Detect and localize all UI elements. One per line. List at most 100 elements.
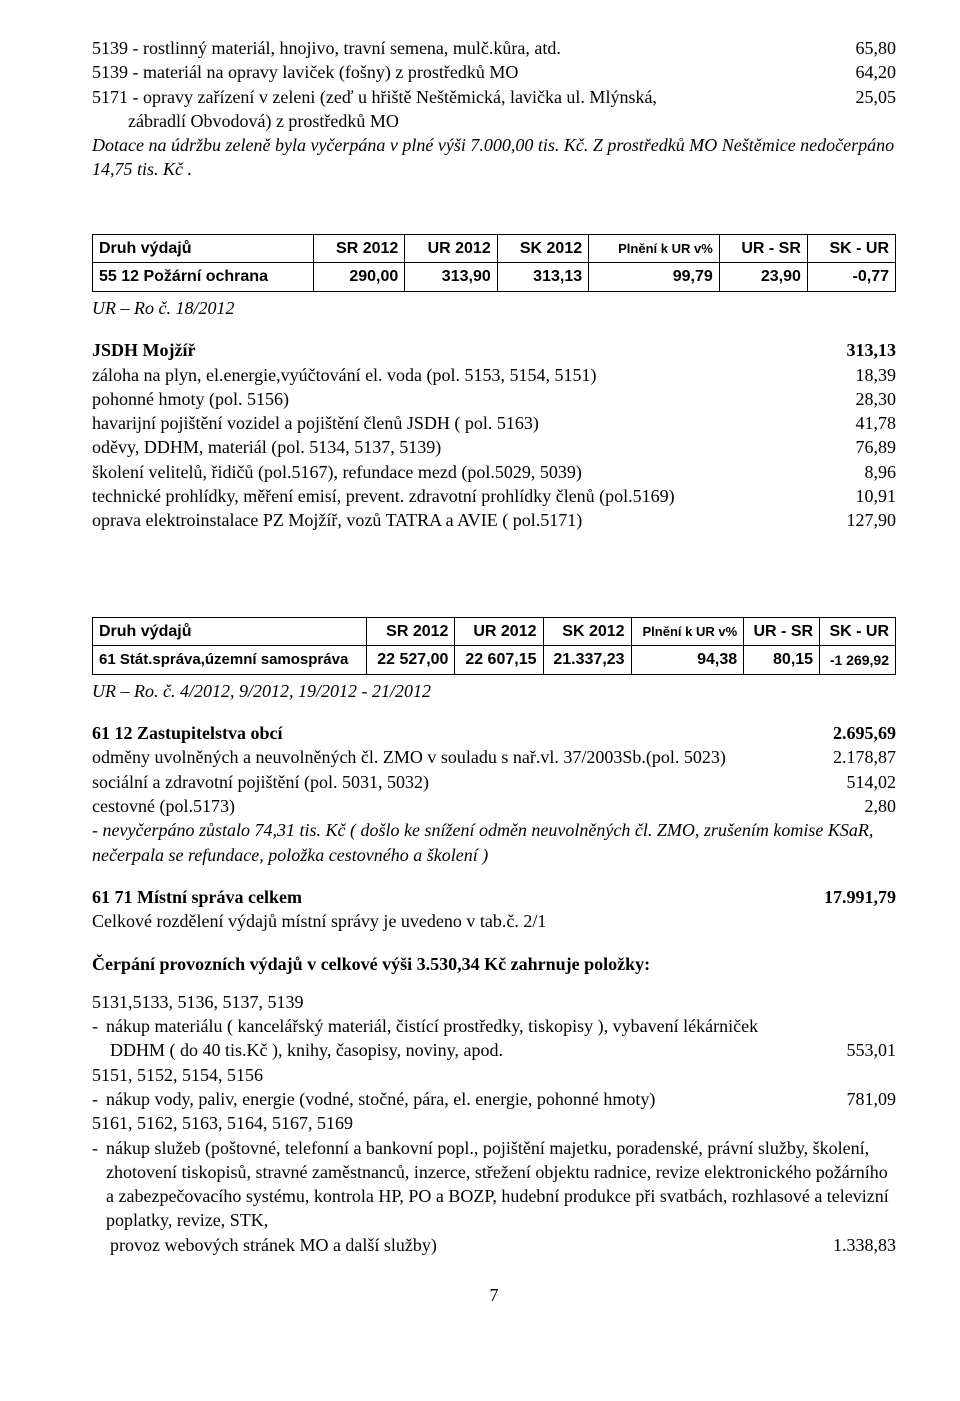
text: - nákup vody, paliv, energie (vodné, sto… bbox=[92, 1087, 847, 1111]
line: sociální a zdravotní pojištění (pol. 503… bbox=[92, 770, 896, 794]
cell: 61 Stát.správa,územní samospráva bbox=[93, 646, 367, 675]
cell: 80,15 bbox=[744, 646, 820, 675]
table-row: 55 12 Požární ochrana 290,00 313,90 313,… bbox=[93, 263, 896, 292]
table-header-row: Druh výdajů SR 2012 UR 2012 SK 2012 Plně… bbox=[93, 234, 896, 263]
value: 313,13 bbox=[847, 338, 897, 362]
text: Celkové rozdělení výdajů místní správy j… bbox=[92, 909, 896, 933]
line: 5139 - materiál na opravy laviček (fošny… bbox=[92, 60, 896, 84]
value: 2.695,69 bbox=[833, 721, 896, 745]
text: cestovné (pol.5173) bbox=[92, 794, 865, 818]
text: 61 12 Zastupitelstva obcí bbox=[92, 721, 833, 745]
line: odměny uvolněných a neuvolněných čl. ZMO… bbox=[92, 745, 896, 769]
text: školení velitelů, řidičů (pol.5167), ref… bbox=[92, 460, 865, 484]
text: 5139 - rostlinný materiál, hnojivo, trav… bbox=[92, 36, 856, 60]
text: nákup služeb (poštovné, telefonní a bank… bbox=[106, 1136, 896, 1233]
value: 127,90 bbox=[847, 508, 897, 532]
group-5151: 5151, 5152, 5154, 5156 - nákup vody, pal… bbox=[92, 1063, 896, 1112]
value: 17.991,79 bbox=[824, 885, 896, 909]
dash-icon: - bbox=[92, 1014, 106, 1038]
note-italic: Dotace na údržbu zeleně byla vyčerpána v… bbox=[92, 133, 896, 182]
col-sr: SR 2012 bbox=[367, 617, 455, 646]
value: 553,01 bbox=[847, 1038, 897, 1062]
value: 28,30 bbox=[856, 387, 897, 411]
line: oprava elektroinstalace PZ Mojžíř, vozů … bbox=[92, 508, 896, 532]
section-6171: 61 71 Místní správa celkem 17.991,79 Cel… bbox=[92, 885, 896, 934]
section-title: 61 71 Místní správa celkem 17.991,79 bbox=[92, 885, 896, 909]
cell: 290,00 bbox=[313, 263, 404, 292]
text: 5171 - opravy zařízení v zeleni (zeď u h… bbox=[92, 85, 856, 109]
table-row: 61 Stát.správa,územní samospráva 22 527,… bbox=[93, 646, 896, 675]
line: technické prohlídky, měření emisí, preve… bbox=[92, 484, 896, 508]
value: 41,78 bbox=[856, 411, 897, 435]
text: DDHM ( do 40 tis.Kč ), knihy, časopisy, … bbox=[92, 1038, 847, 1062]
cell: 21.337,23 bbox=[543, 646, 631, 675]
col-sk: SK 2012 bbox=[497, 234, 588, 263]
text: technické prohlídky, měření emisí, preve… bbox=[92, 484, 856, 508]
table-pozarni-ochrana: Druh výdajů SR 2012 UR 2012 SK 2012 Plně… bbox=[92, 234, 896, 292]
text: oděvy, DDHM, materiál (pol. 5134, 5137, … bbox=[92, 435, 856, 459]
value: 65,80 bbox=[856, 36, 897, 60]
cell: 23,90 bbox=[719, 263, 807, 292]
table-header-row: Druh výdajů SR 2012 UR 2012 SK 2012 Plně… bbox=[93, 617, 896, 646]
text: 5139 - materiál na opravy laviček (fošny… bbox=[92, 60, 856, 84]
table-stat-sprava: Druh výdajů SR 2012 UR 2012 SK 2012 Plně… bbox=[92, 617, 896, 675]
cell: -1 269,92 bbox=[820, 646, 896, 675]
section-6112: 61 12 Zastupitelstva obcí 2.695,69 odměn… bbox=[92, 721, 896, 867]
cell: 22 607,15 bbox=[455, 646, 543, 675]
text: sociální a zdravotní pojištění (pol. 503… bbox=[92, 770, 847, 794]
value: 10,91 bbox=[856, 484, 897, 508]
cell: -0,77 bbox=[807, 263, 895, 292]
dash-icon: - bbox=[92, 1087, 106, 1111]
list-item: - nákup služeb (poštovné, telefonní a ba… bbox=[92, 1136, 896, 1233]
value: 18,39 bbox=[856, 363, 897, 387]
text: odměny uvolněných a neuvolněných čl. ZMO… bbox=[92, 745, 833, 769]
line: pohonné hmoty (pol. 5156)28,30 bbox=[92, 387, 896, 411]
col-druh: Druh výdajů bbox=[93, 234, 314, 263]
line: - nákup vody, paliv, energie (vodné, sto… bbox=[92, 1087, 896, 1111]
col-ur-sr: UR - SR bbox=[719, 234, 807, 263]
text: pohonné hmoty (pol. 5156) bbox=[92, 387, 856, 411]
col-plneni: Plnění k UR v% bbox=[631, 617, 744, 646]
line: zábradlí Obvodová) z prostředků MO bbox=[92, 109, 896, 133]
col-plneni: Plnění k UR v% bbox=[589, 234, 720, 263]
list-item: - nákup materiálu ( kancelářský materiál… bbox=[92, 1014, 896, 1038]
table1-note: UR – Ro č. 18/2012 bbox=[92, 296, 896, 320]
text: oprava elektroinstalace PZ Mojžíř, vozů … bbox=[92, 508, 847, 532]
text: JSDH Mojžíř bbox=[92, 338, 847, 362]
line: DDHM ( do 40 tis.Kč ), knihy, časopisy, … bbox=[92, 1038, 896, 1062]
note-italic: - nevyčerpáno zůstalo 74,31 tis. Kč ( do… bbox=[92, 818, 896, 867]
cell: 99,79 bbox=[589, 263, 720, 292]
value: 8,96 bbox=[865, 460, 897, 484]
jsdh-title: JSDH Mojžíř 313,13 bbox=[92, 338, 896, 362]
text: nákup materiálu ( kancelářský materiál, … bbox=[106, 1014, 896, 1038]
top-block: 5139 - materiál na opravy laviček (fošny… bbox=[92, 60, 896, 181]
col-ur-sr: UR - SR bbox=[744, 617, 820, 646]
dash-icon: - bbox=[92, 1136, 106, 1233]
line: oděvy, DDHM, materiál (pol. 5134, 5137, … bbox=[92, 435, 896, 459]
text: havarijní pojištění vozidel a pojištění … bbox=[92, 411, 856, 435]
value: 25,05 bbox=[856, 85, 897, 109]
group-head: 5151, 5152, 5154, 5156 bbox=[92, 1063, 896, 1087]
value: 2.178,87 bbox=[833, 745, 896, 769]
line: záloha na plyn, el.energie,vyúčtování el… bbox=[92, 363, 896, 387]
col-ur: UR 2012 bbox=[405, 234, 497, 263]
text: 61 71 Místní správa celkem bbox=[92, 885, 824, 909]
group-head: 5161, 5162, 5163, 5164, 5167, 5169 bbox=[92, 1111, 896, 1135]
line: havarijní pojištění vozidel a pojištění … bbox=[92, 411, 896, 435]
group-5131: 5131,5133, 5136, 5137, 5139 - nákup mate… bbox=[92, 990, 896, 1063]
line: provoz webových stránek MO a další služb… bbox=[92, 1233, 896, 1257]
section-jsdh: JSDH Mojžíř 313,13 záloha na plyn, el.en… bbox=[92, 338, 896, 532]
text: provoz webových stránek MO a další služb… bbox=[92, 1233, 833, 1257]
text-span: nákup vody, paliv, energie (vodné, stočn… bbox=[106, 1087, 655, 1111]
cell: 94,38 bbox=[631, 646, 744, 675]
line-5139-material: 5139 - rostlinný materiál, hnojivo, trav… bbox=[92, 36, 896, 60]
col-druh: Druh výdajů bbox=[93, 617, 367, 646]
value: 76,89 bbox=[856, 435, 897, 459]
section-title: 61 12 Zastupitelstva obcí 2.695,69 bbox=[92, 721, 896, 745]
line: 5171 - opravy zařízení v zeleni (zeď u h… bbox=[92, 85, 896, 109]
table2-note: UR – Ro. č. 4/2012, 9/2012, 19/2012 - 21… bbox=[92, 679, 896, 703]
col-sk-ur: SK - UR bbox=[807, 234, 895, 263]
value: 514,02 bbox=[847, 770, 897, 794]
col-sr: SR 2012 bbox=[313, 234, 404, 263]
cell: 313,13 bbox=[497, 263, 588, 292]
